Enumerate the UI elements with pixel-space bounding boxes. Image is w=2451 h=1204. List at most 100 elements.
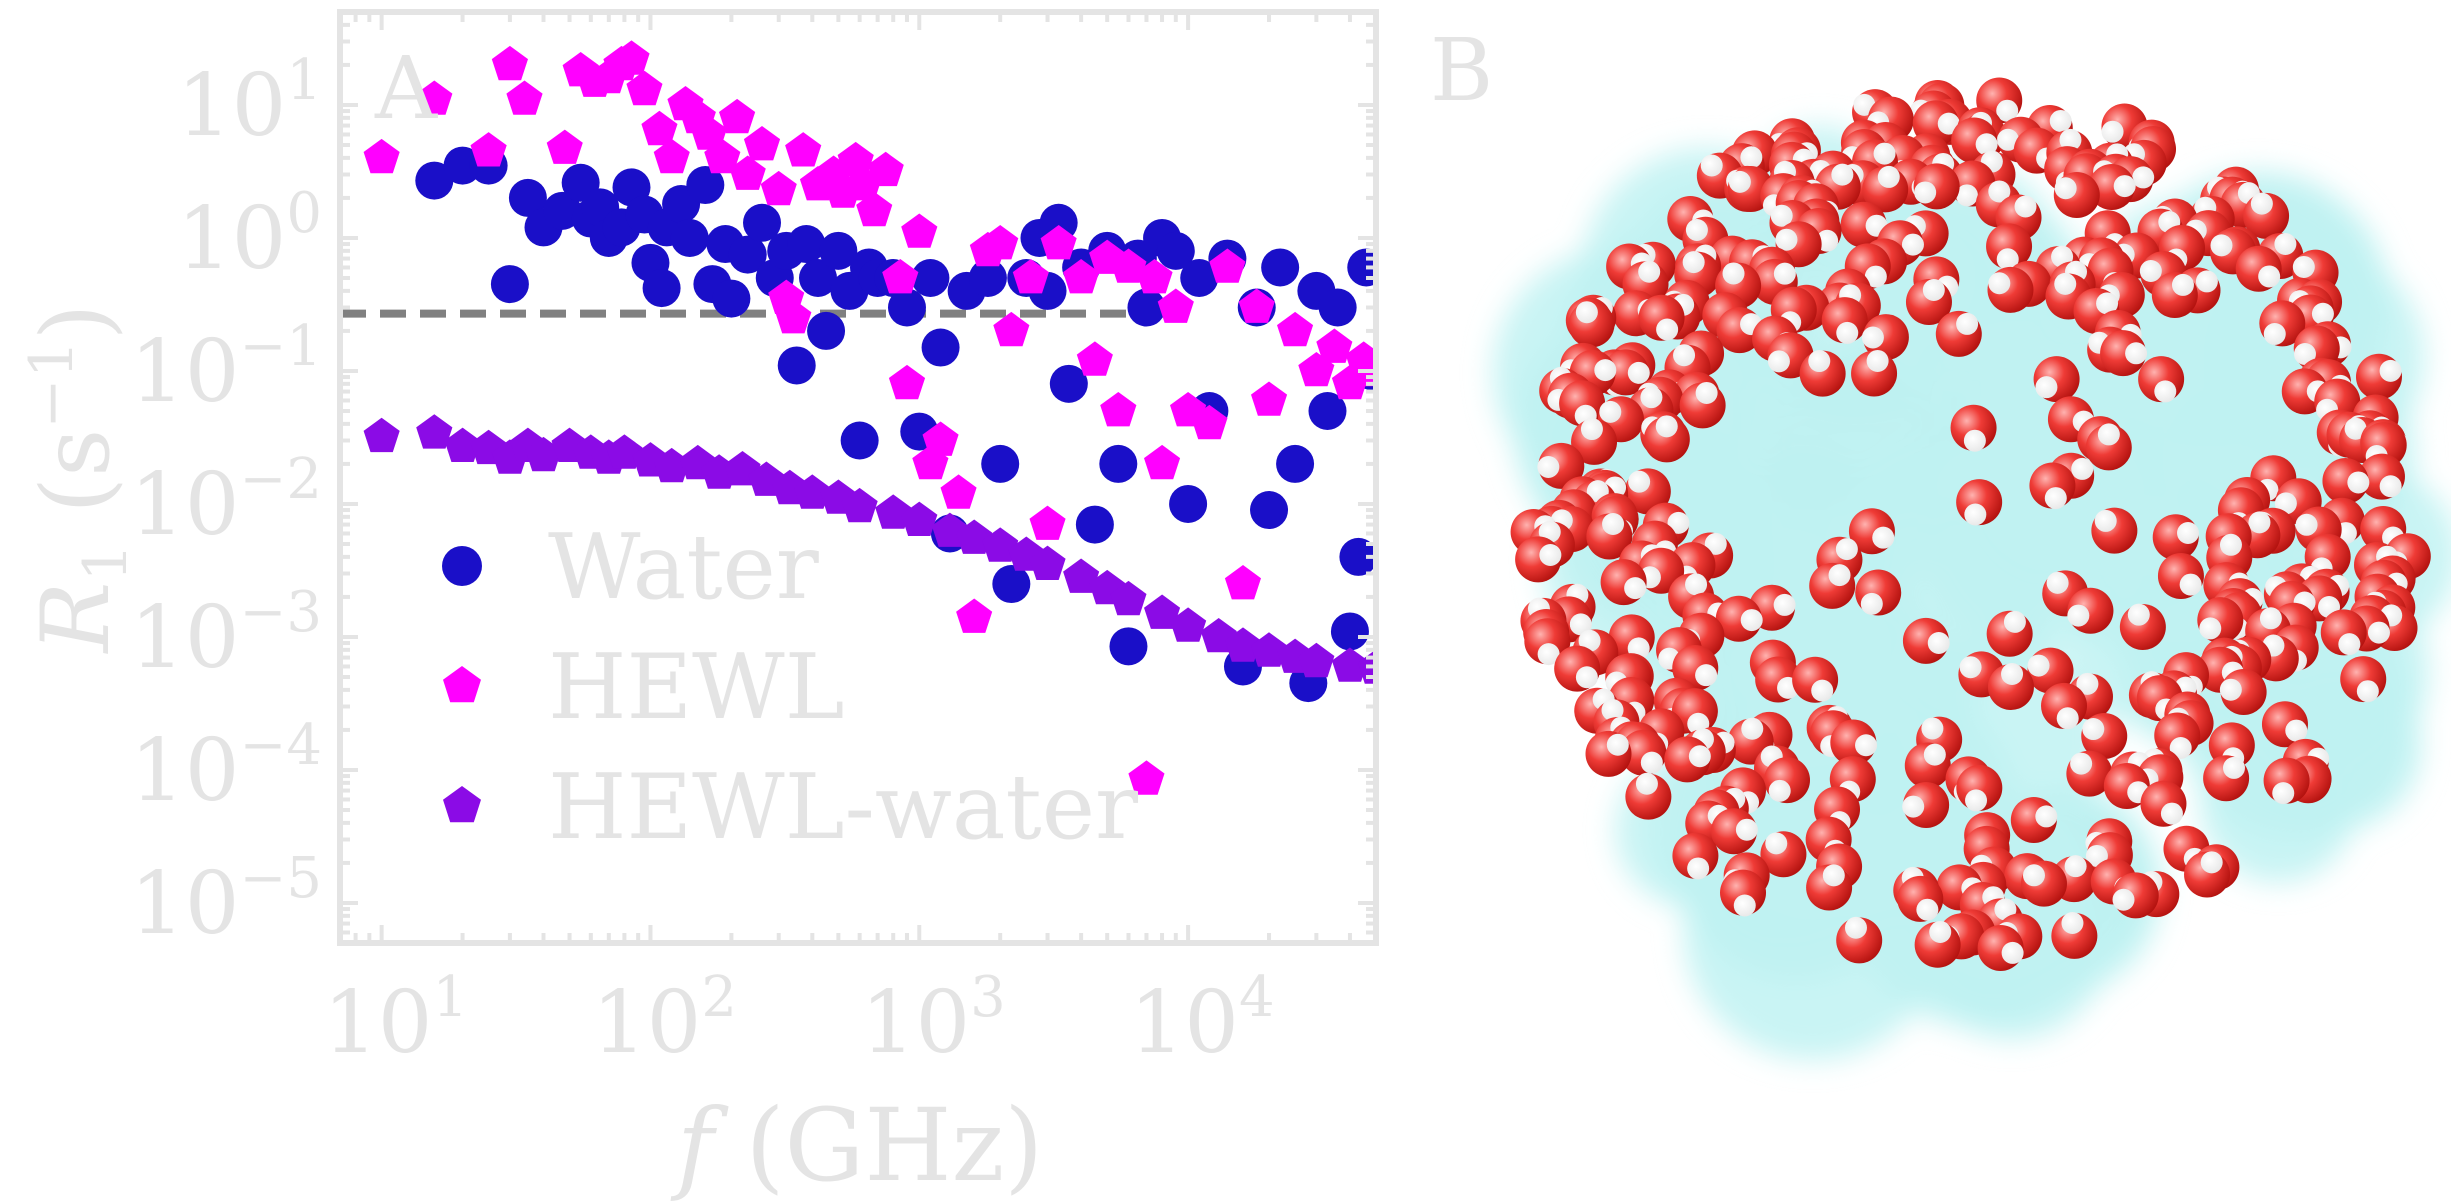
series-water	[415, 146, 1376, 703]
data-point	[982, 225, 1019, 260]
hydrogen-atom	[1836, 321, 1859, 344]
y-tick-label: 10−2	[130, 447, 322, 555]
hydrogen-atom	[2001, 941, 2024, 964]
data-point	[743, 126, 781, 161]
hydrogen-atom	[2022, 864, 2045, 887]
x-tick-label: 101	[323, 965, 468, 1073]
data-point	[888, 364, 926, 400]
hydrogen-atom	[2001, 663, 2024, 686]
data-point	[1012, 259, 1049, 294]
data-point	[901, 501, 938, 536]
hydrogen-atom	[2076, 672, 2099, 695]
y-tick-label: 101	[177, 48, 322, 156]
data-point	[1100, 392, 1137, 427]
water-molecule	[2184, 851, 2231, 898]
water-molecule	[1554, 645, 1601, 692]
water-molecule	[1977, 924, 2024, 971]
hydrogen-atom	[2061, 912, 2084, 935]
hydrogen-atom	[1655, 415, 1678, 438]
water-molecule	[1914, 920, 1961, 968]
y-tick-label: 10−3	[130, 580, 322, 688]
hydrogen-atom	[2210, 234, 2233, 257]
water-molecule	[1710, 808, 1758, 855]
water-molecule	[1620, 729, 1667, 776]
water-molecule	[1956, 764, 2003, 812]
data-point	[787, 225, 826, 264]
water-molecule	[2261, 701, 2308, 748]
y-tick-label: 100	[177, 181, 322, 289]
water-molecule	[1851, 349, 1898, 397]
hydrogen-atom	[1816, 229, 1839, 252]
water-molecule	[2157, 552, 2204, 599]
water-molecule	[1986, 223, 2033, 271]
water-molecule	[2020, 860, 2067, 907]
water-molecule	[1836, 916, 1883, 964]
water-molecule	[1792, 656, 1839, 703]
water-molecule	[2053, 171, 2100, 218]
hydrogen-atom	[2195, 270, 2218, 293]
y-axis-label: R1 (s−1)	[17, 304, 141, 655]
legend-marker-water	[442, 546, 482, 586]
water-molecule	[2197, 597, 2244, 644]
water-molecule	[2112, 872, 2159, 919]
hydrogen-atom	[1735, 818, 1758, 841]
hydrogen-atom	[2248, 511, 2271, 534]
hydrogen-atom	[1822, 864, 1845, 887]
water-molecule	[2154, 712, 2201, 760]
data-point	[1339, 537, 1376, 576]
hydrogen-atom	[1656, 318, 1679, 341]
water-molecule	[2051, 912, 2098, 959]
water-molecule	[2027, 647, 2074, 694]
water-molecule	[1904, 742, 1951, 789]
water-molecule	[1956, 479, 2003, 526]
hydrogen-atom	[2258, 265, 2281, 288]
hydrogen-atom	[1855, 734, 1878, 757]
water-molecule	[1935, 310, 1982, 357]
water-molecule	[2033, 356, 2080, 403]
data-point	[606, 434, 643, 469]
data-point	[799, 259, 838, 297]
water-molecule	[1806, 864, 1853, 911]
data-point	[940, 474, 977, 509]
hydrogen-atom	[2344, 417, 2367, 440]
data-point	[1330, 612, 1369, 651]
hydrogen-atom	[1580, 418, 1603, 441]
hydrogen-atom	[1687, 857, 1710, 880]
axis-minor-ticks	[338, 10, 1378, 943]
water-molecule	[2235, 245, 2282, 292]
hydrogen-atom	[2379, 475, 2402, 498]
hydrogen-atom	[2347, 471, 2370, 494]
water-molecule	[2219, 669, 2267, 716]
hydrogen-atom	[1768, 779, 1791, 802]
data-point	[875, 494, 912, 529]
data-point	[1170, 607, 1207, 642]
hydrogen-atom	[2054, 272, 2077, 295]
data-point	[867, 151, 904, 187]
water-molecule	[1764, 757, 1811, 804]
hydrogen-atom	[1741, 717, 1764, 740]
data-point	[719, 98, 756, 134]
water-molecule	[1848, 508, 1895, 555]
hydrogen-atom	[1927, 632, 1950, 655]
hydrogen-atom	[1988, 180, 2011, 203]
data-point	[1029, 505, 1066, 540]
legend-marker-hewl-water	[443, 786, 481, 823]
hydrogen-atom	[1728, 170, 1751, 193]
data-point	[901, 213, 938, 248]
data-point	[1251, 632, 1288, 667]
hydrogen-atom	[2199, 617, 2222, 640]
hydrogen-atom	[1765, 832, 1788, 855]
data-point	[777, 346, 816, 385]
hydrogen-atom	[1733, 894, 1756, 917]
hydrogen-atom	[2101, 120, 2124, 143]
hydrogen-atom	[2044, 487, 2067, 510]
oxygen-atom	[1602, 349, 1649, 396]
data-point	[1276, 444, 1315, 483]
hydrogen-atom	[1922, 278, 1945, 301]
hydrogen-atom	[1835, 538, 1858, 561]
hydrogen-atom	[2160, 802, 2183, 825]
hydrogen-atom	[1740, 609, 1763, 632]
hydrogen-atom	[1700, 154, 1723, 177]
data-point	[785, 132, 822, 167]
data-point	[1144, 444, 1181, 480]
